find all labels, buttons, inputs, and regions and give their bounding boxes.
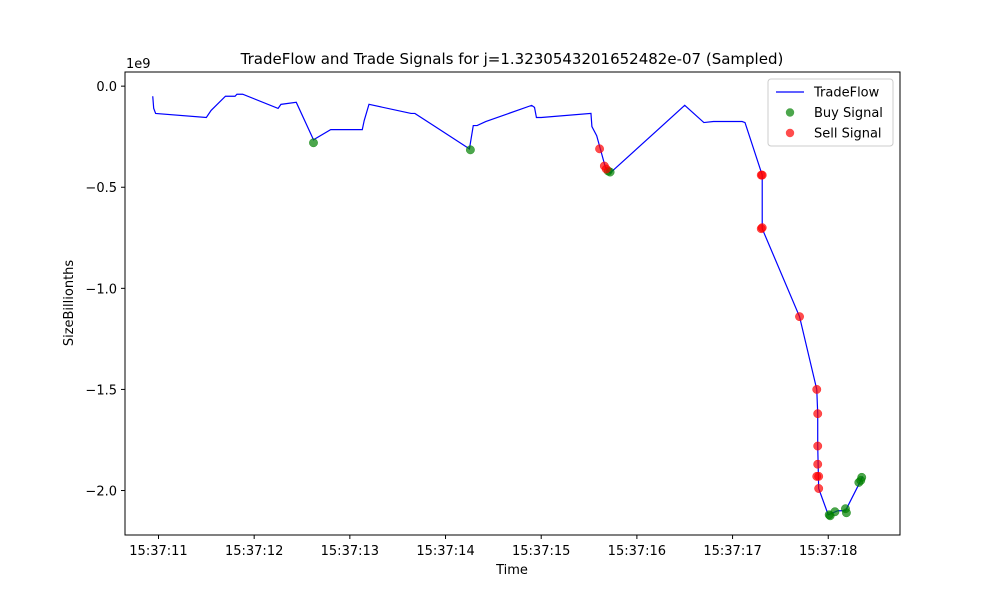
chart-title: TradeFlow and Trade Signals for j=1.3230… — [240, 50, 784, 68]
plot-area: 15:37:11 15:37:12 15:37:13 15:37:14 15:37:15… — [85, 71, 901, 559]
y-tick-label: −0.5 — [85, 181, 117, 196]
legend-entry-label: Sell Signal — [814, 127, 882, 142]
y-axis-multiplier: 1e9 — [126, 57, 151, 72]
buy-signal-point — [465, 145, 475, 155]
x-tick-label: 15:37:13 — [321, 544, 379, 559]
sell-signal-point — [812, 384, 822, 394]
legend-entry-label: Buy Signal — [814, 106, 883, 121]
y-axis-label: SizeBillionths — [62, 260, 77, 347]
legend-entry-label: TradeFlow — [813, 86, 880, 101]
y-tick-label: −1.5 — [85, 383, 117, 398]
buy-signal-point — [857, 472, 867, 482]
x-tick-label: 15:37:15 — [512, 544, 570, 559]
sell-signal-point — [813, 459, 823, 469]
sell-signal-point — [757, 170, 767, 180]
x-tick-label: 15:37:16 — [608, 544, 666, 559]
buy-signal-point — [830, 507, 840, 517]
y-tick-label: −1.0 — [85, 282, 117, 297]
buy-signal-point — [309, 138, 318, 148]
sell-signal-point — [795, 312, 804, 322]
sell-signal-point — [813, 409, 823, 419]
x-tick-label: 15:37:11 — [129, 544, 187, 559]
sell-signal-point — [595, 144, 605, 154]
sell-signal-point — [814, 471, 824, 481]
sell-signal-point — [813, 441, 823, 451]
series-line-tradeflow — [152, 93, 864, 516]
y-tick-label: −2.0 — [85, 485, 117, 500]
x-tick-label: 15:37:14 — [416, 544, 474, 559]
y-tick-label: 0.0 — [96, 80, 117, 95]
legend: TradeFlow Buy Signal Sell Signal — [767, 78, 894, 147]
sell-signal-point — [757, 223, 767, 233]
legend-swatch-marker — [785, 128, 795, 138]
legend-swatch-marker — [785, 108, 795, 117]
sell-signal-point — [601, 164, 611, 174]
x-tick-label: 15:37:18 — [799, 544, 857, 559]
x-tick-label: 15:37:12 — [225, 544, 283, 559]
sell-signal-point — [814, 484, 824, 493]
buy-signal-point — [841, 508, 851, 518]
legend-box — [767, 78, 894, 147]
x-axis-label: Time — [495, 563, 528, 578]
axes-frame — [124, 71, 901, 536]
x-tick-label: 15:37:17 — [703, 544, 761, 559]
